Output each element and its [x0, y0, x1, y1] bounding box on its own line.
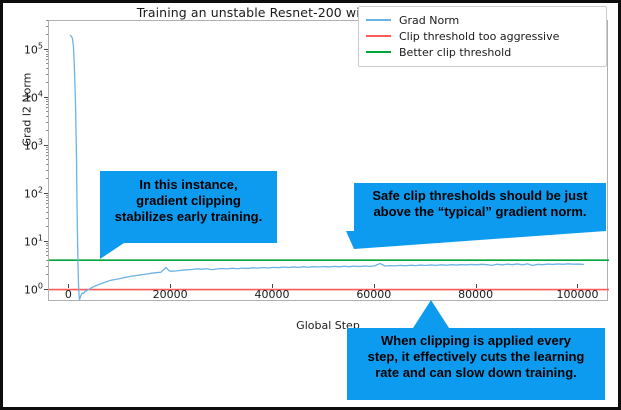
y-tick-minor [45, 245, 48, 247]
callout-line: When clipping is applied every [381, 333, 571, 348]
y-tick-minor [45, 146, 48, 148]
y-tick-minor [45, 51, 48, 53]
y-tick-minor [45, 63, 48, 65]
y-tick-minor [45, 73, 48, 75]
y-tick-mark [44, 192, 48, 194]
x-tick-label: 100000 [556, 288, 599, 301]
grad-norm-series [69, 34, 585, 301]
y-tick-minor [45, 101, 48, 103]
y-tick-label: 101 [23, 233, 43, 248]
y-tick-minor [45, 104, 48, 106]
y-tick-minor [45, 159, 48, 161]
legend-item-grad-norm: Grad Norm [366, 12, 599, 28]
plot-svg [49, 34, 609, 301]
y-tick-minor [45, 274, 48, 276]
callout-line: rate and can slow down training. [375, 364, 577, 380]
x-tick-label: 80000 [458, 288, 494, 301]
x-tick-mark [577, 284, 579, 288]
x-tick-label: 20000 [152, 288, 188, 301]
y-tick-minor [45, 34, 48, 36]
y-tick-minor [45, 169, 48, 171]
x-tick-mark [170, 284, 172, 288]
y-tick-minor [45, 207, 48, 209]
x-axis-label: Global Step [296, 319, 360, 332]
legend-item-clip-aggressive: Clip threshold too aggressive [366, 28, 599, 44]
x-tick-label: 0 [64, 288, 72, 301]
x-tick-mark [475, 284, 477, 288]
callout-early-training: In this instance, gradient clipping stabil… [100, 171, 277, 243]
y-tick-minor [45, 130, 48, 132]
y-tick-minor [45, 226, 48, 228]
y-tick-minor [45, 98, 48, 100]
y-tick-label: 103 [23, 137, 43, 153]
y-tick-minor [45, 217, 48, 219]
y-tick-minor [45, 56, 48, 58]
y-tick-minor [45, 242, 48, 244]
y-tick-minor [45, 255, 48, 257]
y-tick-mark [44, 96, 48, 98]
callout-safe-thresholds: Safe clip thresholds should be just above… [354, 183, 606, 231]
legend-label-grad-norm: Grad Norm [399, 13, 460, 27]
x-tick-mark [373, 284, 375, 288]
y-tick-label: 104 [23, 89, 43, 105]
y-tick-minor [45, 115, 48, 117]
y-tick-label: 102 [23, 185, 43, 200]
y-tick-minor [45, 149, 48, 151]
y-tick-minor [45, 107, 48, 109]
y-tick-minor [45, 82, 48, 84]
y-tick-minor [45, 265, 48, 267]
callout-line: step, it effectively cuts the learning [367, 348, 585, 364]
x-tick-label: 60000 [356, 288, 392, 301]
x-tick-mark [68, 284, 70, 288]
y-tick-minor [45, 259, 48, 261]
y-tick-minor [45, 251, 48, 253]
y-tick-minor [45, 67, 48, 69]
callout-clipping-every-step: When clipping is applied every step, it e… [347, 328, 605, 400]
callout-line: gradient clipping [136, 192, 241, 208]
y-tick-minor [45, 200, 48, 202]
plot-area [48, 20, 609, 301]
y-tick-minor [45, 248, 48, 250]
figure-canvas: Training an unstable Resnet-200 with gra… [3, 3, 618, 407]
y-tick-minor [45, 25, 48, 27]
y-tick-minor [45, 152, 48, 154]
callout-2-tail [346, 231, 606, 249]
y-tick-label: 100 [23, 281, 43, 296]
legend-swatch-clip-aggressive [366, 35, 391, 37]
legend-item-better-clip: Better clip threshold [366, 44, 599, 60]
legend-label-better-clip: Better clip threshold [399, 45, 512, 59]
y-tick-minor [45, 203, 48, 205]
y-tick-minor [45, 211, 48, 213]
callout-1-tail [100, 243, 124, 259]
y-tick-mark [44, 288, 48, 290]
x-tick-mark [272, 284, 273, 288]
y-tick-minor [45, 178, 48, 180]
y-tick-mark [44, 48, 48, 50]
y-tick-minor [45, 59, 48, 61]
x-tick-label: 40000 [254, 288, 290, 301]
callout-line: stabilizes early training. [114, 208, 263, 224]
y-tick-minor [45, 163, 48, 165]
legend-swatch-grad-norm [366, 19, 391, 21]
legend-swatch-better-clip [366, 51, 391, 53]
y-tick-minor [45, 53, 48, 55]
legend-label-clip-aggressive: Clip threshold too aggressive [399, 29, 560, 43]
y-tick-minor [45, 111, 48, 113]
y-tick-minor [45, 194, 48, 196]
y-tick-label: 105 [23, 41, 43, 57]
y-tick-minor [45, 197, 48, 199]
y-tick-mark [44, 240, 48, 242]
y-tick-minor [45, 155, 48, 157]
y-tick-minor [45, 121, 48, 123]
callout-line: above the “typical” gradient norm. [373, 203, 587, 219]
chart-legend: Grad Norm Clip threshold too aggressive … [358, 6, 607, 67]
y-tick-minor [45, 20, 48, 21]
callout-line: In this instance, [139, 177, 238, 192]
y-tick-mark [44, 144, 48, 146]
callout-line: Safe clip thresholds should be just [372, 188, 588, 203]
callout-3-tail [413, 300, 449, 328]
